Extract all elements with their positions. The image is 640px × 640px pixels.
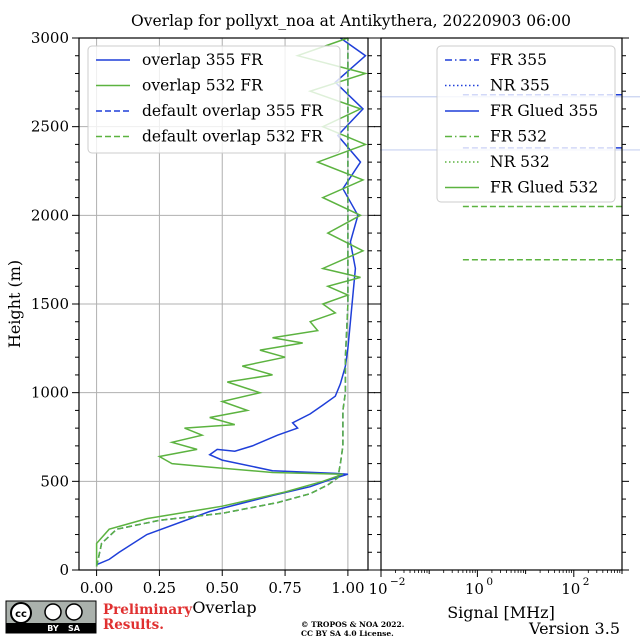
version-label: Version 3.5 [528,619,620,638]
chart-title: Overlap for pollyxt_noa at Antikythera, … [131,12,571,30]
x-axis-label: Signal [MHz] [447,603,555,622]
x-tick-label: 10 [465,580,484,598]
y-tick-label: 2000 [31,206,69,224]
legend-entry: FR Glued 532 [490,179,598,197]
y-tick-label: 2500 [31,118,69,136]
legend-entry: NR 532 [490,153,550,171]
x-tick-label: 10 [561,580,580,598]
legend-entry: FR 532 [490,128,547,146]
y-tick-label: 500 [40,472,69,490]
legend-entry: overlap 355 FR [142,51,264,69]
x-tick-label: 0.75 [268,579,301,597]
overlap-panel: 0 500 1000 1500 2000 2500 3000 0.00 0.25 0.50 0.75… [5,29,375,617]
y-tick-label: 1500 [31,295,69,313]
x-tick-label: 0.00 [80,579,113,597]
y-tick-label: 0 [59,561,69,579]
x-tick-label: 10 [368,580,387,598]
legend-entry: NR 355 [490,77,550,95]
y-tick-label: 3000 [31,29,69,47]
preliminary-line1: Preliminary [103,602,193,618]
x-tick-label: 1.00 [331,579,364,597]
legend-entry: FR Glued 355 [490,102,598,120]
legend-entry: default overlap 355 FR [142,102,324,120]
sa-icon [65,603,83,621]
cc-logo-text: cc [15,609,27,620]
x-tick-label: 0.25 [143,579,176,597]
copyright-line2: CC BY SA 4.0 License. [301,629,394,638]
series-line [95,37,369,567]
by-icon [44,603,62,621]
legend-entry: FR 355 [490,51,547,69]
legend-entry: default overlap 532 FR [142,128,324,146]
x-tick-exponent: 0 [486,576,493,588]
x-tick-label: 0.50 [206,579,239,597]
x-axis-label: Overlap [192,598,256,617]
by-label: BY [47,624,59,633]
x-tick-exponent: −2 [390,576,405,588]
sa-label: SA [68,624,81,633]
y-axis-label: Height (m) [5,260,24,348]
legend-signal: FR 355 NR 355 FR Glued 355 FR 532 NR 532 FR G… [436,45,616,203]
y-tick-label: 1000 [31,384,69,402]
legend-entry: overlap 532 FR [142,77,264,95]
license-badge: cc BY SA [5,600,97,634]
preliminary-line2: Results. [103,617,164,633]
legend-overlap: overlap 355 FR overlap 532 FR default over… [87,45,341,154]
x-tick-exponent: 2 [583,576,590,588]
legend-box [436,45,616,203]
legend-box [87,45,341,154]
copyright-line1: © TROPOS & NOA 2022. [301,620,404,629]
